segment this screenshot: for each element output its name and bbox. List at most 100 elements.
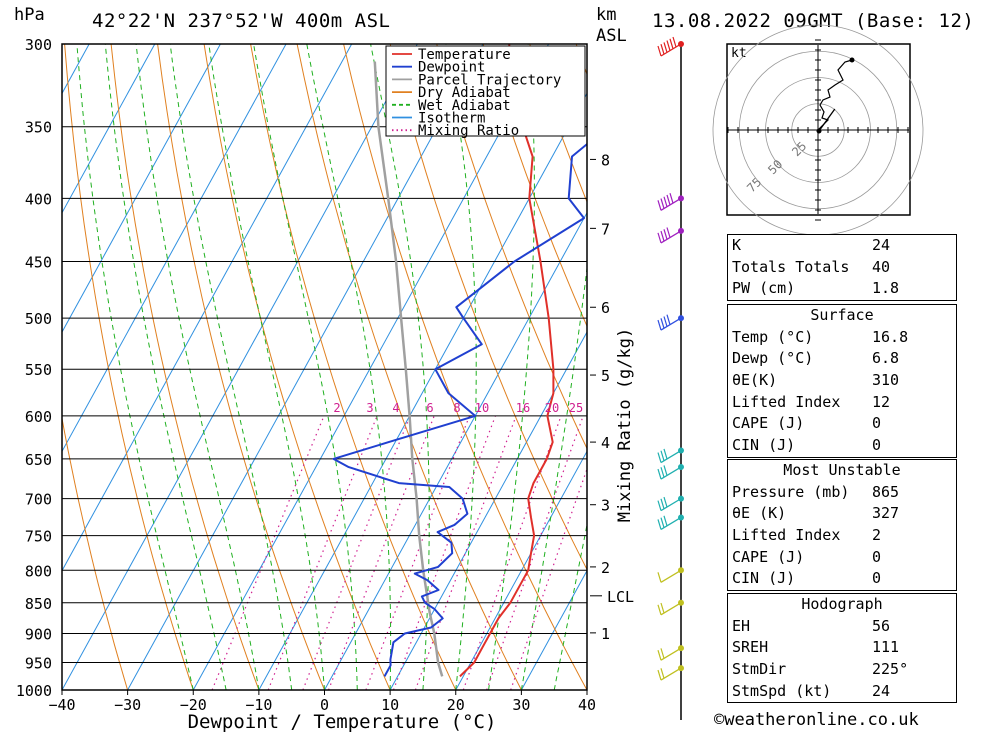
wind-barb — [657, 602, 682, 616]
wind-barb — [657, 465, 682, 480]
storm-motion-arrow — [818, 108, 836, 132]
temperature-tick-label: −20 — [180, 696, 207, 714]
wind-barb-feather — [669, 38, 674, 49]
wind-barb-feather — [663, 515, 668, 527]
index-value: 56 — [872, 616, 891, 635]
index-row: StmSpd (kt) 24 — [728, 681, 956, 703]
wind-barb-feather — [660, 198, 665, 209]
index-label: StmSpd (kt) — [732, 681, 832, 700]
wind-barb-feather — [660, 602, 665, 614]
wind-barb — [657, 314, 682, 331]
mixing-ratio-value-label: 6 — [426, 401, 433, 415]
wind-barb-staff — [660, 516, 682, 531]
index-value: 225° — [872, 660, 909, 679]
wind-barb-feather — [666, 314, 671, 325]
wind-barb-feather — [660, 467, 665, 478]
mixing-ratio-value-label: 3 — [366, 401, 373, 415]
legend-entry-label: Temperature — [418, 47, 511, 63]
dry-adiabat-line — [250, 44, 457, 690]
dry-adiabat-line — [482, 44, 587, 328]
wet-adiabat-line — [370, 44, 430, 690]
temperature-tick-label: 30 — [512, 696, 530, 714]
wind-barb-feather — [657, 232, 662, 244]
pressure-tick-label: 450 — [25, 254, 52, 272]
temperature-line — [459, 44, 555, 678]
table-section-title: Most Unstable — [783, 461, 901, 479]
wind-barb-feather — [657, 500, 662, 511]
isotherm-line — [258, 92, 587, 690]
index-label: Totals Totals — [732, 257, 850, 276]
index-row: Pressure (mb) 865 — [728, 482, 956, 504]
x-axis-label: Dewpoint / Temperature (°C) — [188, 711, 497, 733]
wind-barb-feather — [657, 669, 662, 681]
index-row: CAPE (J) 0 — [728, 547, 956, 569]
wet-adiabat-line — [208, 44, 325, 690]
wind-barb-feather — [657, 519, 662, 530]
dry-adiabat-line — [296, 44, 522, 690]
mixing-ratio-value-label: 2 — [333, 401, 340, 415]
index-label: Lifted Index — [732, 392, 841, 411]
index-value: 12 — [872, 392, 891, 411]
wind-barb-feather — [663, 448, 668, 460]
index-row: SREH 111 — [728, 637, 956, 659]
mixing-ratio-value-label: 10 — [475, 401, 489, 415]
isotherm-line — [520, 569, 587, 690]
dry-adiabat-line — [157, 44, 325, 690]
legend-entry-label: Dry Adiabat — [418, 85, 511, 101]
pressure-tick-label: 850 — [25, 595, 52, 613]
wind-barb-feather — [663, 42, 668, 53]
km-unit-label: km — [596, 5, 616, 25]
index-row: θE(K) 310 — [728, 370, 956, 392]
isotherm-line — [62, 44, 156, 214]
dewpoint-line — [332, 142, 587, 677]
wind-barb-feather — [660, 517, 665, 528]
index-label: Temp (°C) — [732, 327, 814, 346]
mixing-ratio-line — [302, 415, 411, 690]
pressure-tick-label: 350 — [25, 119, 52, 137]
index-label: CAPE (J) — [732, 547, 805, 566]
mixing-ratio-value-label: 25 — [569, 401, 583, 415]
index-label: CIN (J) — [732, 569, 796, 588]
pressure-tick-label: 400 — [25, 190, 52, 208]
index-label: Dewp (°C) — [732, 349, 814, 368]
table-section-title: Hodograph — [801, 595, 883, 613]
mixing-ratio-value-label: 4 — [392, 401, 399, 415]
isotherm-line — [324, 211, 587, 690]
index-label: Pressure (mb) — [732, 482, 850, 501]
km-tick-label: 7 — [601, 220, 610, 238]
wet-adiabat-line — [253, 44, 358, 690]
index-value: 0 — [872, 414, 882, 433]
wet-adiabat-line — [306, 44, 392, 690]
wet-adiabat-line — [104, 44, 227, 690]
wind-barb-feather — [672, 36, 677, 48]
temperature-tick-label: −10 — [245, 696, 272, 714]
pressure-tick-label: 500 — [25, 310, 52, 328]
hodograph-end-dot — [849, 57, 855, 63]
pressure-tick-label: 300 — [25, 36, 52, 54]
isotherm-line — [192, 44, 549, 690]
wind-barb — [657, 227, 682, 244]
wind-barb-feather — [666, 227, 671, 238]
pressure-tick-label: 1000 — [16, 682, 52, 700]
wind-barb-feather — [663, 465, 668, 476]
dry-adiabat-line — [203, 44, 391, 690]
temperature-tick-label: −30 — [114, 696, 141, 714]
isotherm-line — [127, 44, 484, 690]
index-label: θE(K) — [732, 371, 778, 390]
index-row: θE (K) 327 — [728, 503, 956, 525]
index-row: K 24 — [728, 235, 956, 257]
asl-unit-label: ASL — [596, 26, 627, 46]
wind-barb-staff — [660, 466, 682, 480]
wind-barb — [657, 496, 682, 512]
mixing-ratio-line — [327, 415, 435, 690]
index-row: PW (cm) 1.8 — [728, 278, 956, 300]
legend-entry-label: Wet Adiabat — [418, 98, 511, 114]
pressure-tick-label: 950 — [25, 654, 52, 672]
index-value: 111 — [872, 638, 900, 657]
most-unstable-table: Most Unstable Pressure (mb) 865 θE (K) 327 Li… — [727, 459, 957, 592]
index-value: 865 — [872, 482, 900, 501]
wet-adiabat-line — [76, 44, 194, 690]
index-label: StmDir — [732, 660, 787, 679]
